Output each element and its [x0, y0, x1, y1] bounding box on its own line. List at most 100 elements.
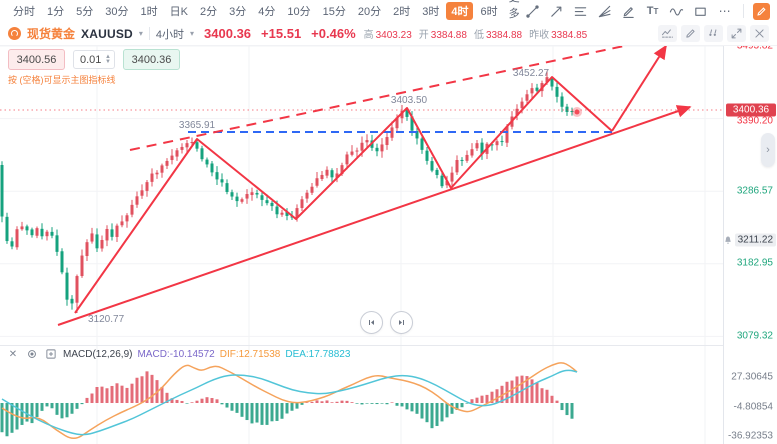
stat-高: 高 3403.23 [364, 25, 412, 43]
timeframe-2分[interactable]: 2分 [199, 6, 218, 18]
stat-value: 3384.88 [430, 29, 467, 41]
macd-expand-icon[interactable] [44, 347, 58, 361]
macd-pane [0, 362, 578, 439]
macd-axis-label-27.30645: 27.30645 [731, 371, 773, 383]
skip-to-start-button[interactable] [360, 311, 383, 334]
price-axis[interactable]: 3493.82 3390.20 3286.57 3182.95 3079.32 3400.… [723, 41, 777, 444]
buy-button[interactable]: 3400.36 [123, 49, 180, 70]
skip-to-end-button[interactable] [390, 311, 413, 334]
timeframe-分时[interactable]: 分时 [13, 6, 35, 18]
axis-label-3286.57: 3286.57 [736, 185, 773, 197]
fib-retracement-tool-icon[interactable] [572, 2, 590, 20]
trend-line-tool-icon[interactable] [524, 2, 542, 20]
sell-button[interactable]: 3400.56 [8, 49, 65, 70]
fullscreen-icon[interactable] [727, 25, 746, 42]
macd-axis-label--36.92353: -36.92353 [727, 430, 773, 442]
symbol-caret-icon[interactable]: ▾ [138, 29, 143, 38]
symbol-code[interactable]: XAUUSD [81, 26, 133, 41]
divider [742, 4, 744, 18]
chart-nav-buttons [360, 311, 413, 334]
timeframe-1分[interactable]: 1分 [47, 6, 65, 18]
last-price: 3400.36 [204, 26, 252, 41]
timeframe-5分[interactable]: 5分 [76, 6, 94, 18]
price-alert[interactable]: 3211.22 [723, 233, 776, 247]
swing-price-label: 3120.77 [88, 314, 125, 325]
alert-price: 3211.22 [734, 233, 776, 247]
stat-value: 3384.85 [551, 29, 588, 41]
baseline-icon[interactable] [658, 25, 677, 42]
lot-size-value: 0.01 [80, 53, 102, 66]
macd-value: MACD:-10.14572 [137, 348, 215, 360]
wave-tool-icon[interactable] [668, 2, 686, 20]
macd-settings-icon[interactable] [25, 347, 39, 361]
symbol-bar-tools [658, 25, 769, 42]
text-tool-icon[interactable]: TT [646, 5, 659, 17]
rectangle-tool-icon[interactable] [692, 2, 710, 20]
drawing-tools-group: TT ⋯ [524, 2, 777, 20]
stat-label: 高 [363, 29, 374, 41]
hotkey-hint: 按 (空格)可显示主图指标线 [8, 75, 116, 85]
timeframe-1时[interactable]: 1时 [140, 6, 158, 18]
timeframe-3分[interactable]: 3分 [229, 6, 247, 18]
current-price-label: 3400.36 [726, 103, 776, 117]
dea-line [1, 369, 578, 436]
symbol-name: 现货黄金 [27, 27, 76, 41]
stat-昨收: 昨收 3384.85 [529, 25, 587, 43]
axis-label-3493.82: 3493.82 [736, 40, 773, 52]
bell-icon [724, 236, 731, 244]
quick-trade-panel: 3400.56 0.01 ▲ ▼ 3400.36 [8, 49, 180, 70]
collapse-panel-chevron[interactable]: › [761, 133, 775, 167]
lot-size-input[interactable]: 0.01 ▲ ▼ [73, 50, 115, 69]
macd-header: ✕ MACD(12,26,9) MACD:-10.14572 DIF:12.71… [6, 347, 351, 361]
timeframe-group: 分时1分5分30分1时日K2分3分4分10分15分20分2时3时4时6时更多 ▾ [8, 0, 524, 34]
macd-title: MACD(12,26,9) [63, 348, 133, 360]
stat-value: 3384.88 [485, 29, 523, 41]
lot-size-stepper[interactable]: ▲ ▼ [105, 53, 111, 65]
timeframe-3时[interactable]: 3时 [422, 6, 440, 18]
swing-price-label: 3452.27 [513, 68, 550, 79]
step-up-icon[interactable]: ▲ [105, 53, 111, 60]
timeframe-4分[interactable]: 4分 [258, 6, 276, 18]
close-icon[interactable] [750, 25, 769, 42]
timeframe-10分[interactable]: 10分 [287, 6, 311, 18]
arrow-tool-icon[interactable] [548, 2, 566, 20]
stat-开: 开 3384.88 [419, 25, 467, 43]
brush-tool-icon[interactable] [620, 2, 638, 20]
symbol-bar: 现货黄金 XAUUSD ▾ 4小时 ▾ 3400.36 +15.51 +0.46… [0, 22, 777, 46]
annotations-layer: 3120.77 3365.91 3403.50 3452.27 [0, 29, 723, 326]
price-change-pct: +0.46% [311, 26, 356, 41]
top-toolbar: 分时1分5分30分1时日K2分3分4分10分15分20分2时3时4时6时更多 ▾… [0, 0, 777, 32]
draw-icon[interactable] [681, 25, 700, 42]
dea-value: DEA:17.78823 [285, 348, 351, 360]
more-tool-icon[interactable]: ⋯ [718, 4, 731, 18]
dashed-resistance-line [129, 29, 701, 151]
stat-label: 开 [418, 29, 429, 41]
macd-close-icon[interactable]: ✕ [8, 348, 18, 360]
rising-trendline [57, 105, 692, 326]
step-down-icon[interactable]: ▼ [105, 58, 111, 65]
dif-value: DIF:12.71538 [219, 348, 281, 360]
stat-低: 低 3384.88 [474, 25, 522, 43]
timeframe-2时[interactable]: 2时 [393, 6, 411, 18]
paint-tool-icon[interactable] [752, 2, 770, 20]
swing-price-label: 3365.91 [179, 120, 216, 131]
candles-layer [0, 70, 574, 313]
timeframe-15分[interactable]: 15分 [322, 6, 346, 18]
timeframe-30分[interactable]: 30分 [105, 6, 129, 18]
axis-label-3079.32: 3079.32 [736, 330, 773, 342]
fib-fan-tool-icon[interactable] [596, 2, 614, 20]
interval-select[interactable]: 4小时 [155, 28, 185, 41]
axis-label-3390.20: 3390.20 [736, 115, 773, 127]
timeframe-4时[interactable]: 4时 [446, 2, 474, 20]
marks-icon[interactable] [704, 25, 723, 42]
dif-line [1, 362, 578, 439]
zigzag-wave-line [74, 76, 613, 314]
timeframe-20分[interactable]: 20分 [357, 6, 382, 18]
timeframe-6时[interactable]: 6时 [480, 6, 498, 18]
divider [148, 27, 150, 40]
interval-caret-icon[interactable]: ▾ [190, 29, 195, 38]
symbol-logo-icon [8, 27, 21, 40]
timeframe-日K[interactable]: 日K [169, 6, 188, 18]
